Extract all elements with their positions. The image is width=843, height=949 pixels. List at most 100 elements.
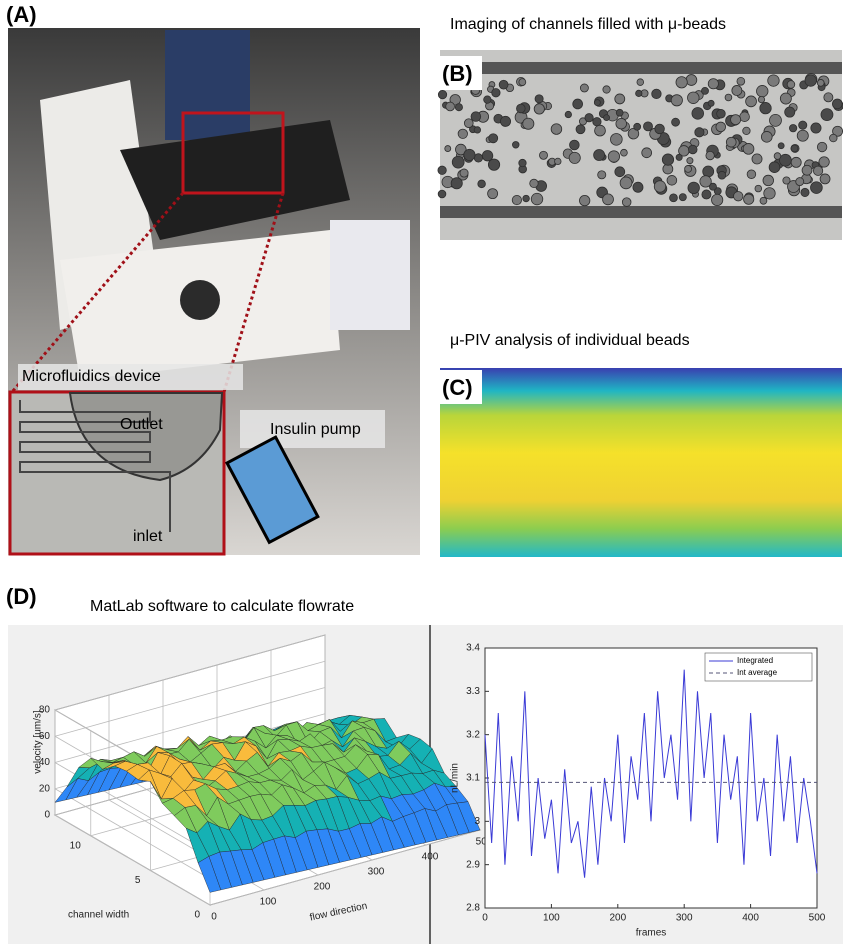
bead [634,123,641,130]
bead [829,134,837,142]
bead [779,154,791,166]
y-tick-label: 5 [135,875,141,886]
bead [676,154,682,160]
bead [811,123,821,133]
bead [615,167,625,177]
bead [499,80,508,89]
bead [642,148,652,158]
bead [451,178,462,189]
z-tick-label: 20 [39,783,51,794]
bead [633,182,643,192]
x-tick-label: 400 [742,913,759,924]
bead [769,114,781,126]
bead [616,109,623,116]
bead [576,125,585,134]
bead [780,93,791,104]
x-tick-label: 300 [676,913,693,924]
bead [768,75,779,86]
bead [701,87,708,94]
bead [438,90,446,98]
x-tick-label: 100 [260,897,277,908]
bead [702,190,711,199]
rack [330,220,410,330]
bead [746,96,757,107]
bead [755,185,762,192]
bead [813,166,822,175]
bead [752,154,762,164]
bead [801,188,809,196]
bead [687,157,693,163]
bead [716,122,726,132]
bead [695,128,704,137]
bead [512,195,521,204]
y-tick-label: 2.9 [466,859,480,870]
x-tick-label: 500 [809,913,826,924]
bead [688,145,697,154]
bead [593,118,601,126]
bead [686,75,697,86]
y-tick-label: 2.8 [466,903,480,914]
bead [732,85,742,95]
bead [464,149,475,160]
bead [474,127,480,133]
knob [180,280,220,320]
bead [531,193,543,205]
bead [802,165,812,175]
bead [603,86,610,93]
bead [579,195,589,205]
bead [799,121,807,129]
monitor [165,30,250,140]
bead [534,104,544,114]
channel-wall [440,206,842,218]
panel-b: Imaging of channels filled with μ-beads … [438,16,843,240]
bead [692,108,704,120]
legend-label: Integrated [737,656,773,665]
bead [621,149,628,156]
bead [519,79,526,86]
bead [580,84,588,92]
channel-wall [440,62,842,74]
bead [708,79,718,89]
bead [438,190,446,198]
panel-a: Microfluidics device Outlet inlet Insuli… [6,2,420,555]
bead [523,118,534,129]
bead [787,81,795,89]
panel-d: (D) MatLab software to calculate flowrat… [6,584,843,944]
panel-title: MatLab software to calculate flowrate [90,598,354,615]
panel-label: (A) [6,2,37,27]
bead [717,109,726,118]
legend-label: Int average [737,668,778,677]
plot-area [485,648,817,908]
bead [774,153,781,160]
bead [488,189,498,199]
bead [706,151,714,159]
bead [817,142,827,152]
panel-c: μ-PIV analysis of individual beads (C) [440,332,842,557]
bead [594,149,605,160]
bead [747,170,756,179]
x-tick-label: 400 [422,852,439,863]
bead [785,107,795,117]
bead [758,96,764,102]
bead [740,112,750,122]
bead [551,124,562,135]
bead [700,176,711,187]
bead [688,182,700,194]
line-plot: 2.82.933.13.23.33.40100200300400500Integ… [450,643,826,939]
bead [655,124,665,134]
y-tick-label: 3.4 [466,643,480,654]
bead [662,154,673,165]
bead [708,100,714,106]
bead [455,104,462,111]
bead [743,127,750,134]
bead [458,129,467,138]
bead [726,137,736,147]
bead [598,171,606,179]
bead [760,102,771,113]
bead [595,125,606,136]
bead [622,198,631,207]
x-tick-label: 100 [543,913,560,924]
bead [519,159,526,166]
z-axis-label: velocity [um/s] [33,710,44,774]
bead [712,194,723,205]
